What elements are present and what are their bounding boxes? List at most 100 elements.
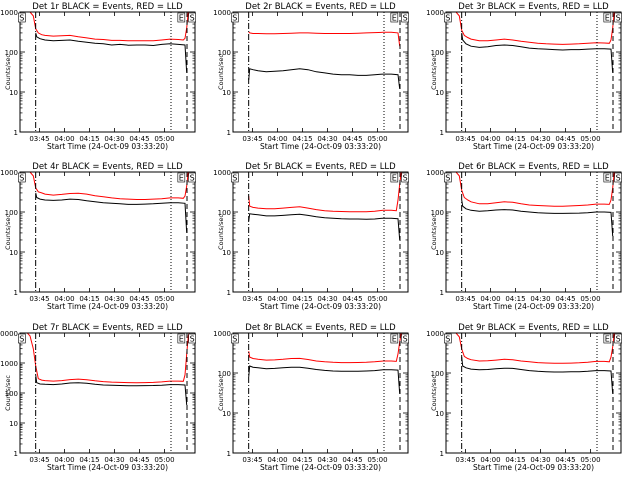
series-group bbox=[26, 333, 190, 405]
y-tick-label: 10 bbox=[435, 89, 444, 97]
marker-end: E bbox=[392, 14, 397, 23]
y-tick-label: 1000 bbox=[426, 169, 444, 177]
marker-start: S bbox=[403, 14, 408, 23]
series-line-events bbox=[35, 32, 188, 73]
marker-box bbox=[603, 172, 612, 183]
series-line-lld bbox=[28, 12, 190, 42]
x-axis-label: Start Time (24-Oct-09 03:33:20) bbox=[260, 142, 381, 151]
y-tick-label: 1 bbox=[227, 450, 231, 458]
series-line-events bbox=[461, 32, 614, 73]
chart-panel-5: Det 5r BLACK = Events, RED = LLD 1 10 100 10… bbox=[213, 162, 409, 311]
marker-box bbox=[18, 333, 26, 344]
marker-start: S bbox=[403, 174, 408, 183]
x-tick-label: 03:45 bbox=[29, 135, 49, 143]
series-group bbox=[454, 333, 616, 394]
marker-box bbox=[177, 333, 186, 344]
y-tick-label: 10 bbox=[9, 89, 18, 97]
series-line-lld bbox=[454, 12, 616, 45]
chart-panel-2: Det 2r BLACK = Events, RED = LLD 1 10 100 10… bbox=[213, 2, 409, 151]
x-tick-label: 04:15 bbox=[505, 135, 525, 143]
x-tick-label: 04:00 bbox=[54, 135, 74, 143]
marker-box bbox=[390, 172, 399, 183]
x-tick-label: 03:45 bbox=[455, 295, 475, 303]
chart-panel-8: Det 8r BLACK = Events, RED = LLD 1 10 100 10… bbox=[213, 323, 409, 472]
plot-frame bbox=[19, 171, 196, 293]
x-axis-label: Start Time (24-Oct-09 03:33:20) bbox=[260, 463, 381, 472]
marker-start: S bbox=[616, 14, 621, 23]
x-tick-label: 05:00 bbox=[154, 295, 174, 303]
x-tick-label: 04:30 bbox=[104, 295, 124, 303]
x-tick-label: 04:30 bbox=[317, 135, 337, 143]
marker-box bbox=[390, 12, 399, 23]
marker-box bbox=[603, 333, 612, 344]
x-tick-label: 04:15 bbox=[292, 295, 312, 303]
marker-end: E bbox=[605, 335, 610, 344]
x-tick-label: 04:15 bbox=[79, 135, 99, 143]
y-axis-label: Counts/sec bbox=[217, 54, 225, 90]
y-tick-label: 10 bbox=[222, 249, 231, 257]
marker-end: E bbox=[392, 174, 397, 183]
y-tick-label: 1000 bbox=[426, 330, 444, 338]
marker-start: S bbox=[616, 174, 621, 183]
marker-box bbox=[231, 172, 239, 183]
series-line-lld bbox=[28, 172, 190, 200]
chart-panel-7: Det 7r BLACK = Events, RED = LLD 1 10 100 10… bbox=[0, 323, 196, 472]
x-tick-label: 04:00 bbox=[480, 456, 500, 464]
y-tick-label: 1000 bbox=[213, 9, 231, 17]
x-tick-label: 04:45 bbox=[555, 456, 575, 464]
series-line-events bbox=[35, 374, 188, 405]
plot-frame bbox=[19, 332, 196, 454]
series-group bbox=[28, 172, 190, 233]
chart-title: Det 5r BLACK = Events, RED = LLD bbox=[245, 162, 396, 172]
x-tick-label: 04:15 bbox=[505, 295, 525, 303]
marker-box bbox=[401, 172, 409, 183]
x-tick-label: 04:30 bbox=[530, 456, 550, 464]
marker-box bbox=[18, 12, 26, 23]
y-tick-label: 1 bbox=[440, 450, 444, 458]
series-line-lld bbox=[248, 31, 401, 47]
y-tick-label: 1 bbox=[14, 450, 18, 458]
y-tick-label: 1 bbox=[440, 129, 444, 137]
x-tick-label: 05:00 bbox=[580, 135, 600, 143]
x-tick-label: 04:15 bbox=[79, 295, 99, 303]
marker-box bbox=[177, 12, 186, 23]
marker-start: S bbox=[445, 14, 450, 23]
x-tick-label: 04:30 bbox=[104, 135, 124, 143]
plot-frame bbox=[445, 11, 622, 133]
chart-title: Det 9r BLACK = Events, RED = LLD bbox=[458, 323, 609, 333]
marker-end: E bbox=[179, 335, 184, 344]
x-tick-label: 05:00 bbox=[580, 456, 600, 464]
x-tick-label: 03:45 bbox=[455, 456, 475, 464]
series-line-lld bbox=[454, 333, 616, 364]
x-tick-label: 04:00 bbox=[267, 456, 287, 464]
marker-box bbox=[188, 12, 196, 23]
chart-panel-4: Det 4r BLACK = Events, RED = LLD 1 10 100 10… bbox=[0, 162, 196, 311]
x-tick-label: 04:00 bbox=[54, 295, 74, 303]
marker-start: S bbox=[19, 174, 24, 183]
x-tick-label: 04:45 bbox=[342, 135, 362, 143]
y-tick-label: 100 bbox=[5, 49, 18, 57]
x-tick-label: 04:30 bbox=[317, 456, 337, 464]
x-tick-label: 04:00 bbox=[480, 295, 500, 303]
series-line-events bbox=[248, 68, 401, 89]
y-tick-label: 1 bbox=[440, 289, 444, 297]
x-axis-label: Start Time (24-Oct-09 03:33:20) bbox=[473, 302, 594, 311]
chart-title: Det 8r BLACK = Events, RED = LLD bbox=[245, 323, 396, 333]
marker-start: S bbox=[19, 335, 24, 344]
plot-frame bbox=[232, 11, 409, 133]
y-tick-label: 100 bbox=[218, 209, 231, 217]
plot-frame bbox=[232, 332, 409, 454]
x-axis-label: Start Time (24-Oct-09 03:33:20) bbox=[260, 302, 381, 311]
marker-end: E bbox=[179, 14, 184, 23]
marker-box bbox=[231, 12, 239, 23]
marker-end: E bbox=[179, 174, 184, 183]
x-tick-label: 05:00 bbox=[367, 135, 387, 143]
marker-start: S bbox=[232, 174, 237, 183]
x-tick-label: 03:45 bbox=[29, 456, 49, 464]
marker-start: S bbox=[232, 335, 237, 344]
plot-frame bbox=[445, 332, 622, 454]
y-axis-label: Counts/sec bbox=[4, 375, 12, 411]
y-tick-label: 1 bbox=[227, 129, 231, 137]
x-tick-label: 03:45 bbox=[242, 135, 262, 143]
